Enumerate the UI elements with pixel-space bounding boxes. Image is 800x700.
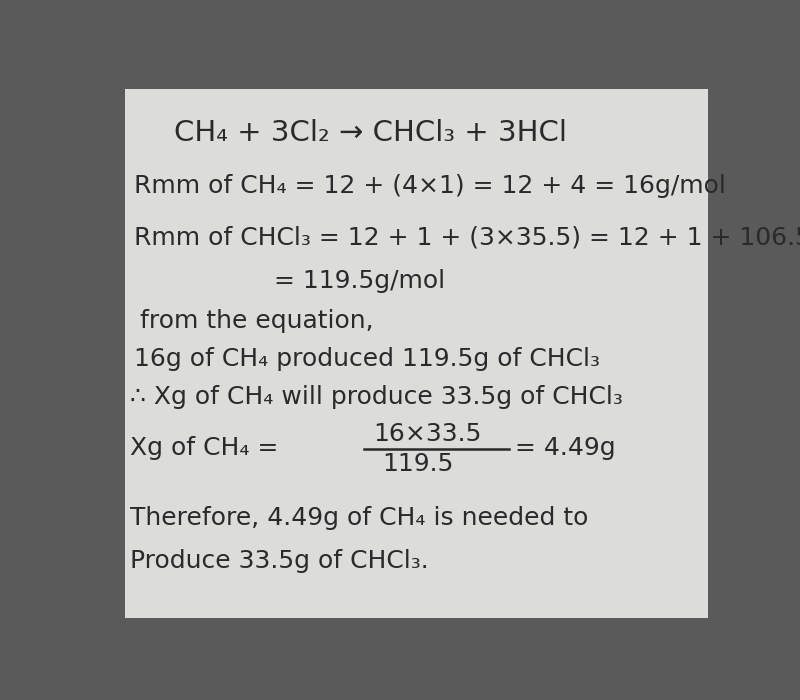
- Text: Therefore, 4.49g of CH₄ is needed to: Therefore, 4.49g of CH₄ is needed to: [130, 506, 588, 530]
- Text: CH₄ + 3Cl₂ → CHCl₃ + 3HCl: CH₄ + 3Cl₂ → CHCl₃ + 3HCl: [174, 118, 567, 146]
- Text: = 119.5g/mol: = 119.5g/mol: [274, 269, 445, 293]
- Text: = 4.49g: = 4.49g: [515, 436, 616, 460]
- FancyBboxPatch shape: [125, 90, 708, 617]
- Text: Xg of CH₄ =: Xg of CH₄ =: [130, 436, 278, 460]
- Text: Rmm of CHCl₃ = 12 + 1 + (3×35.5) = 12 + 1 + 106.5: Rmm of CHCl₃ = 12 + 1 + (3×35.5) = 12 + …: [134, 225, 800, 250]
- Text: from the equation,: from the equation,: [140, 309, 374, 333]
- Text: ∴ Xg of CH₄ will produce 33.5g of CHCl₃: ∴ Xg of CH₄ will produce 33.5g of CHCl₃: [130, 384, 622, 409]
- Text: 16g of CH₄ produced 119.5g of CHCl₃: 16g of CH₄ produced 119.5g of CHCl₃: [134, 347, 600, 371]
- Text: 16×33.5: 16×33.5: [373, 422, 481, 447]
- Text: Rmm of CH₄ = 12 + (4×1) = 12 + 4 = 16g/mol: Rmm of CH₄ = 12 + (4×1) = 12 + 4 = 16g/m…: [134, 174, 726, 198]
- Text: Produce 33.5g of CHCl₃.: Produce 33.5g of CHCl₃.: [130, 549, 429, 573]
- Text: 119.5: 119.5: [382, 452, 454, 476]
